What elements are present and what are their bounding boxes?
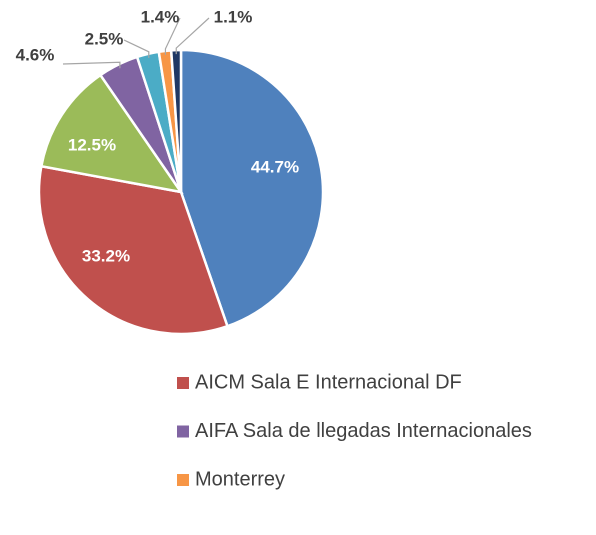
legend-swatch — [177, 377, 189, 389]
leader-line — [175, 17, 210, 55]
value-label: 44.7% — [251, 157, 299, 176]
value-label: 12.5% — [68, 135, 116, 154]
value-label: 2.5% — [85, 29, 124, 48]
value-label: 1.4% — [141, 7, 180, 26]
pie-slice — [179, 48, 325, 328]
pie-slice — [39, 73, 184, 194]
legend-label: Monterrey — [195, 468, 285, 490]
pie-slice — [37, 164, 230, 336]
leader-line — [62, 61, 121, 69]
legend-swatch — [177, 474, 189, 486]
legend-swatch — [177, 425, 189, 438]
value-label: 4.6% — [16, 45, 55, 64]
leader-line — [123, 39, 150, 58]
value-label: 33.2% — [82, 246, 130, 265]
legend-label: AICM Sala E Internacional DF — [195, 371, 462, 393]
legend-label: AIFA Sala de llegadas Internacionales — [195, 420, 532, 442]
leader-line — [164, 17, 181, 55]
value-label: 1.1% — [214, 7, 253, 26]
